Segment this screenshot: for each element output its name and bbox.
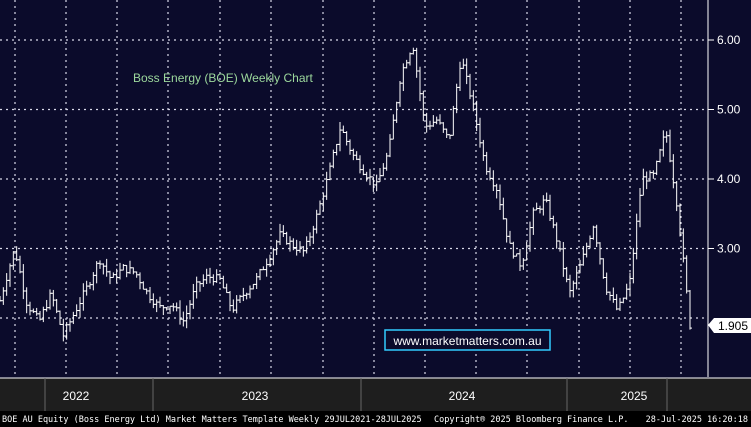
y-tick-label: 3.00 bbox=[717, 242, 741, 256]
x-tick-label: 2024 bbox=[449, 389, 476, 403]
footer-center: Copyright® 2025 Bloomberg Finance L.P. bbox=[434, 415, 628, 425]
x-axis-ticks: 2022 2023 2024 2025 bbox=[44, 378, 668, 411]
x-tick-label: 2025 bbox=[621, 389, 648, 403]
time-axis-panel bbox=[0, 378, 751, 411]
footer-right: 28-Jul-2025 16:20:18 bbox=[646, 415, 748, 425]
x-tick-label: 2023 bbox=[242, 389, 269, 403]
y-axis-ticks: 3.00 4.00 5.00 6.00 bbox=[708, 33, 741, 256]
x-tick-label: 2022 bbox=[63, 389, 90, 403]
watermark-box bbox=[384, 329, 551, 351]
price-bar bbox=[688, 290, 692, 330]
last-price-box bbox=[708, 318, 751, 333]
plot-area bbox=[0, 0, 708, 377]
last-price-label: 1.905 bbox=[718, 319, 748, 333]
last-price-marker: 1.905 bbox=[708, 318, 751, 333]
price-bars bbox=[0, 47, 692, 342]
y-tick-label: 6.00 bbox=[717, 33, 741, 47]
grid-lines bbox=[0, 0, 708, 377]
chart-title: Boss Energy (BOE) Weekly Chart bbox=[133, 71, 314, 85]
watermark-link[interactable]: www.marketmatters.com.au bbox=[392, 334, 541, 348]
footer-left: BOE AU Equity (Boss Energy Ltd) Market M… bbox=[2, 415, 422, 425]
footer-panel bbox=[0, 411, 751, 427]
watermark[interactable]: www.marketmatters.com.au bbox=[384, 329, 551, 351]
y-tick-label: 5.00 bbox=[717, 103, 741, 117]
price-axis-panel bbox=[708, 0, 751, 377]
y-tick-label: 4.00 bbox=[717, 172, 741, 186]
